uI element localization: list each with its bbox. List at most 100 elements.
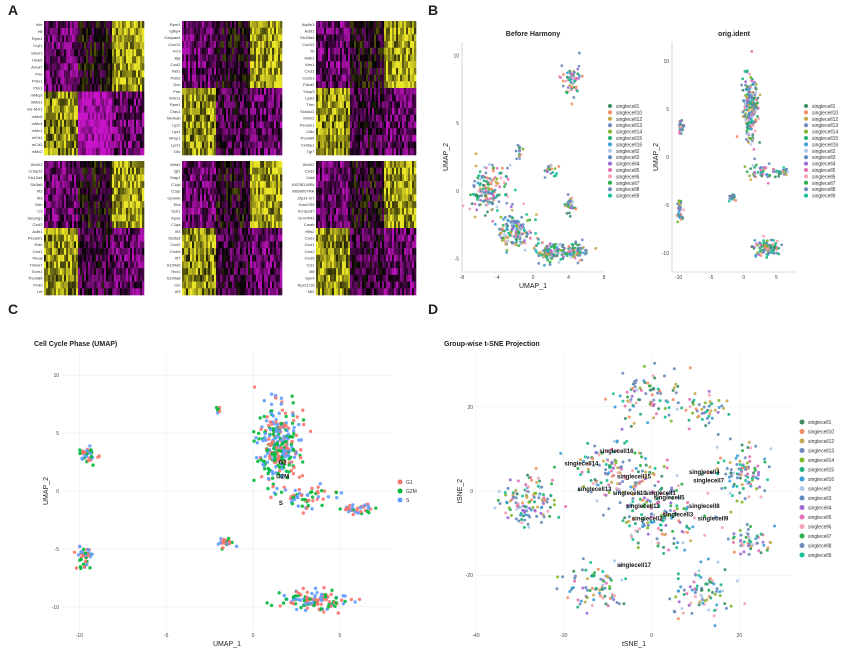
heatmap-cell — [210, 81, 213, 89]
heatmap-cell — [368, 94, 371, 102]
heatmap-cell — [240, 201, 243, 209]
heatmap-cell — [62, 207, 65, 215]
heatmap-cell — [92, 187, 95, 195]
heatmap-cell — [90, 77, 93, 85]
heatmap-cell — [366, 67, 369, 75]
heatmap-cell — [254, 167, 257, 175]
heatmap-cell — [184, 54, 187, 62]
heatmap-cell — [230, 34, 233, 42]
heatmap-cell — [84, 234, 87, 242]
heatmap-cell — [196, 201, 199, 209]
heatmap-cell — [320, 41, 323, 49]
heatmap-cell — [182, 187, 185, 195]
heatmap-cell — [210, 248, 213, 256]
heatmap-gene-label: mMc4 — [32, 121, 44, 126]
heatmap-cell — [140, 112, 143, 121]
heatmap-cell — [46, 98, 49, 106]
heatmap-cell — [194, 214, 197, 222]
heatmap-cell — [62, 119, 65, 128]
heatmap-cell — [96, 288, 99, 296]
heatmap-cell — [394, 21, 397, 28]
heatmap-cell — [334, 21, 337, 28]
heatmap-cell — [242, 47, 245, 55]
heatmap-cell — [274, 214, 277, 222]
heatmap-cell — [182, 214, 185, 222]
heatmap-cell — [402, 134, 405, 142]
heatmap-cell — [376, 47, 379, 55]
heatmap-cell — [332, 108, 335, 116]
heatmap-cell — [60, 167, 63, 175]
heatmap-cell — [76, 161, 79, 168]
heatmap-cell — [258, 148, 261, 156]
heatmap-cell — [142, 105, 145, 113]
heatmap-cell — [82, 70, 85, 78]
heatmap-cell — [364, 34, 367, 42]
heatmap-cell — [246, 234, 249, 242]
heatmap-cell — [192, 121, 195, 129]
heatmap-cell — [72, 49, 75, 57]
heatmap-cell — [116, 105, 119, 113]
heatmap-cell — [250, 248, 253, 256]
heatmap-cell — [252, 47, 255, 55]
heatmap-cell — [56, 228, 59, 235]
heatmap-cell — [344, 128, 347, 136]
heatmap-cell — [380, 141, 383, 149]
heatmap-cell — [206, 94, 209, 102]
heatmap-cell — [406, 134, 409, 142]
heatmap-cell — [348, 141, 351, 149]
heatmap-cell — [210, 214, 213, 222]
heatmap-cell — [252, 101, 255, 109]
heatmap-cell — [374, 81, 377, 89]
heatmap-cell — [48, 56, 51, 64]
heatmap-cell — [212, 54, 215, 62]
heatmap-cell — [128, 63, 131, 71]
heatmap-cell — [58, 35, 61, 43]
heatmap-cell — [254, 27, 257, 35]
heatmap-cell — [210, 241, 213, 249]
heatmap-cell — [222, 114, 225, 122]
heatmap-cell — [260, 21, 263, 28]
heatmap-cell — [412, 101, 415, 109]
heatmap-cell — [78, 119, 81, 128]
heatmap-cell — [280, 41, 283, 49]
heatmap-cell — [232, 221, 235, 229]
heatmap-cell — [240, 94, 243, 102]
heatmap-cell — [274, 54, 277, 62]
heatmap-cell — [234, 61, 237, 69]
heatmap-cell — [238, 221, 241, 229]
heatmap-cell — [84, 221, 87, 229]
heatmap-cell — [54, 119, 57, 128]
heatmap-cell — [276, 148, 279, 156]
heatmap-cell — [182, 27, 185, 35]
heatmap-cell — [124, 161, 127, 168]
heatmap-cell — [60, 119, 63, 128]
heatmap-cell — [404, 67, 407, 75]
heatmap-cell — [248, 281, 251, 289]
heatmap-cell — [378, 27, 381, 35]
heatmap-cell — [192, 234, 195, 242]
heatmap-cell — [114, 268, 117, 276]
heatmap-cell — [72, 98, 75, 106]
heatmap-cell — [330, 94, 333, 102]
heatmap-cell — [108, 254, 111, 262]
heatmap-cell — [182, 67, 185, 75]
heatmap-cell — [184, 121, 187, 129]
heatmap-cell — [96, 161, 99, 168]
heatmap-gene-label: Cxcl1 — [32, 249, 43, 254]
heatmap-cell — [222, 174, 225, 182]
heatmap-cell — [234, 108, 237, 116]
heatmap-cell — [378, 21, 381, 28]
heatmap-cell — [278, 61, 281, 69]
heatmap-cell — [374, 27, 377, 35]
heatmap-cell — [66, 234, 69, 242]
heatmap-cell — [182, 41, 185, 49]
heatmap-cell — [44, 140, 47, 149]
heatmap-cell — [234, 88, 237, 95]
heatmap-cell — [52, 28, 55, 36]
heatmap-cell — [250, 67, 253, 75]
heatmap-cell — [202, 21, 205, 28]
heatmap-cell — [142, 56, 145, 64]
heatmap-cell — [242, 268, 245, 276]
heatmap-cell — [352, 88, 355, 95]
heatmap-cell — [128, 140, 131, 149]
